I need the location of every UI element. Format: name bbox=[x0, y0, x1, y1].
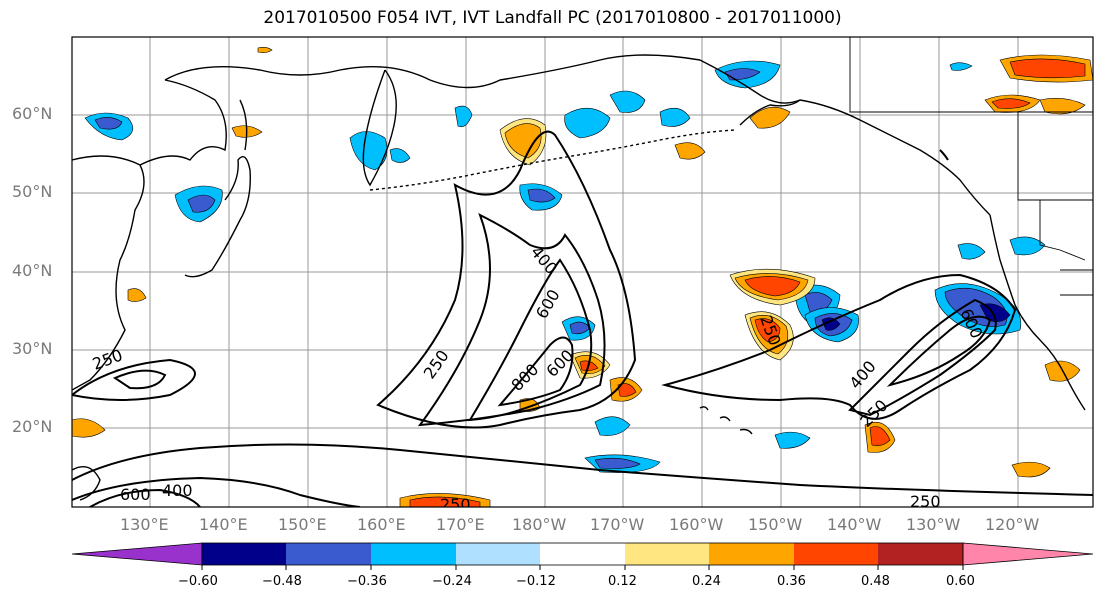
colorbar-tick-label: −0.60 bbox=[178, 574, 218, 589]
lat-label: 50°N bbox=[12, 182, 53, 201]
colorbar-tick-label: −0.48 bbox=[262, 574, 302, 589]
coastlines bbox=[72, 54, 1086, 501]
lon-label: 170°W bbox=[590, 515, 645, 534]
colorbar-tick-label: −0.36 bbox=[347, 574, 387, 589]
colorbar-tick-label: −0.12 bbox=[516, 574, 556, 589]
colorbar-segment bbox=[878, 543, 963, 565]
lon-label: 130°E bbox=[120, 515, 169, 534]
contour-label: 600 bbox=[120, 485, 151, 504]
lat-label: 20°N bbox=[12, 417, 53, 436]
colorbar-segment bbox=[625, 543, 709, 565]
lon-label: 150°W bbox=[748, 515, 803, 534]
colorbar-segment bbox=[286, 543, 371, 565]
lon-label: 160°W bbox=[669, 515, 724, 534]
map-frame bbox=[71, 36, 1094, 508]
graticule bbox=[72, 37, 1093, 507]
lon-label: 120°W bbox=[985, 515, 1040, 534]
colorbar-segment bbox=[794, 543, 878, 565]
ivt-contours bbox=[72, 130, 1093, 507]
colorbar-segment bbox=[71, 542, 203, 566]
contour-label: 250 bbox=[910, 492, 941, 511]
colorbar-segment bbox=[202, 543, 286, 565]
boundaries bbox=[849, 37, 1093, 296]
colorbar-tick-label: −0.24 bbox=[432, 574, 472, 589]
lon-label: 130°W bbox=[906, 515, 961, 534]
shaded-ivt-anomalies bbox=[72, 47, 1093, 507]
colorbar-segment bbox=[456, 543, 540, 565]
contour-label: 400 bbox=[162, 481, 193, 500]
contour-label: 250 bbox=[440, 495, 471, 514]
colorbar-segment bbox=[962, 542, 1094, 566]
colorbar bbox=[71, 542, 1094, 570]
lon-label: 170°E bbox=[436, 515, 485, 534]
lat-label: 40°N bbox=[12, 261, 53, 280]
lon-label: 160°E bbox=[357, 515, 406, 534]
lon-label: 150°E bbox=[278, 515, 327, 534]
lon-label: 140°W bbox=[827, 515, 882, 534]
colorbar-segment bbox=[540, 543, 625, 565]
lon-label: 180°W bbox=[512, 515, 567, 534]
colorbar-tick-label: 0.60 bbox=[946, 574, 975, 589]
colorbar-segment bbox=[709, 543, 794, 565]
lat-label: 60°N bbox=[12, 104, 53, 123]
lon-label: 140°E bbox=[199, 515, 248, 534]
colorbar-tick-label: 0.24 bbox=[692, 574, 721, 589]
lat-label: 30°N bbox=[12, 339, 53, 358]
colorbar-segment bbox=[371, 543, 456, 565]
colorbar-outline bbox=[201, 542, 964, 566]
colorbar-tick-label: 0.36 bbox=[777, 574, 806, 589]
colorbar-tick-label: 0.48 bbox=[861, 574, 890, 589]
colorbar-tick-label: 0.12 bbox=[608, 574, 637, 589]
map-title: 2017010500 F054 IVT, IVT Landfall PC (20… bbox=[263, 8, 842, 28]
